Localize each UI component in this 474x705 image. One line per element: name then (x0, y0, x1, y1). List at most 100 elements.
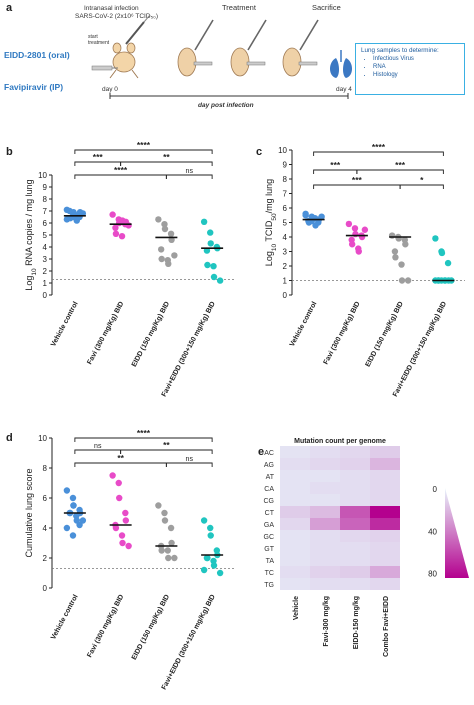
sacrifice-label: Sacrifice (312, 3, 341, 12)
comparison-bracket (74, 449, 122, 454)
significance-label: * (420, 175, 424, 185)
group-label: Favi (300 mg/Kg) BID (86, 594, 125, 659)
data-point (165, 260, 172, 267)
data-point (204, 261, 211, 269)
group-label: Favi+EIDD (300+150 mg/Kg) BID (161, 594, 217, 691)
heatmap-cell (280, 554, 310, 566)
data-point (203, 247, 211, 254)
heatmap-column-label: EIDD-150 mg/kg (353, 596, 360, 649)
lung-sample-item: RNA (373, 63, 459, 71)
axis-label-part: Log (264, 251, 274, 266)
y-tick-label: 4 (43, 524, 48, 533)
data-point (161, 517, 169, 524)
data-point (70, 209, 77, 216)
data-point (161, 509, 168, 517)
significance-label: *** (93, 152, 104, 162)
y-tick-label: 9 (283, 161, 288, 170)
heatmap-cell (280, 530, 310, 542)
comparison-bracket (313, 169, 358, 174)
group-label: Vehicle control (50, 594, 80, 641)
heatmap-cell (310, 446, 340, 458)
axis-label-part: 10 (31, 268, 38, 276)
mouse-icon-treatment-2 (230, 19, 267, 77)
data-point (109, 472, 116, 479)
data-point (70, 502, 77, 509)
comparison-bracket (399, 184, 444, 189)
y-tick-label: 8 (43, 464, 48, 473)
comparison-bracket (165, 174, 213, 179)
data-point (76, 213, 83, 221)
heatmap-cell (370, 566, 400, 578)
group-label: EIDD (150 mg/Kg) BID (365, 301, 405, 369)
y-tick-label: 0 (43, 291, 48, 300)
y-tick-label: 5 (43, 231, 48, 240)
data-point (161, 221, 168, 228)
legend-tick-label: 40 (428, 527, 437, 536)
heatmap-cell (370, 518, 400, 530)
significance-label: ** (117, 453, 124, 463)
data-point (155, 216, 162, 223)
data-point (125, 542, 132, 550)
heatmap-row-label: CG (264, 498, 275, 505)
data-point (112, 524, 120, 532)
data-point (200, 566, 208, 574)
syringe-icon-oral (91, 65, 118, 71)
data-point (119, 539, 126, 547)
axis-label-part: 50 (271, 213, 278, 221)
heatmap-cell (280, 482, 310, 494)
y-tick-label: 10 (278, 146, 287, 155)
y-tick-label: 5 (283, 219, 288, 228)
heatmap-title: Mutation count per genome (294, 438, 386, 445)
timeline-axis-label: day post infection (198, 102, 254, 109)
y-tick-label: 8 (43, 195, 48, 204)
comparison-bracket (74, 462, 167, 467)
heatmap-cell (370, 494, 400, 506)
data-point (361, 226, 369, 233)
heatmap-cell (280, 506, 310, 518)
heatmap-row-label: GA (264, 522, 274, 529)
y-tick-label: 2 (283, 262, 288, 271)
data-point (119, 217, 126, 224)
data-point (438, 249, 446, 257)
group-label: Vehicle control (289, 301, 319, 348)
start-treatment-label: start treatment (88, 34, 110, 46)
heatmap-cell (310, 542, 340, 554)
heatmap-row-label: TA (266, 558, 275, 565)
axis-label-part: 10 (271, 244, 278, 252)
data-point (122, 517, 130, 524)
heatmap-cell (370, 482, 400, 494)
heatmap-column-label: Vehicle (293, 596, 300, 620)
axis-label-part: /mg lung (264, 179, 274, 214)
data-point (109, 211, 116, 218)
panel-d-letter: d (6, 432, 13, 444)
significance-label: *** (395, 160, 406, 170)
y-tick-label: 0 (283, 291, 288, 300)
data-point (200, 218, 208, 225)
data-point (168, 236, 175, 243)
heatmap-column-label: Combo Favi+EIDD (383, 596, 390, 657)
y-axis-title: Log10 RNA copies / mg lung (24, 179, 38, 290)
data-point (391, 248, 399, 255)
heatmap-cell (340, 554, 370, 566)
heatmap-cell (340, 542, 370, 554)
y-tick-label: 6 (283, 204, 288, 213)
significance-label: ns (186, 168, 194, 175)
data-point (167, 230, 175, 237)
data-point (76, 521, 83, 529)
axis-label-part: Cumulative lung score (24, 468, 34, 557)
comparison-bracket (356, 169, 444, 174)
data-point (210, 273, 218, 281)
significance-label: ** (163, 152, 170, 162)
heatmap-cell (370, 554, 400, 566)
y-tick-label: 3 (283, 248, 288, 257)
legend-tick-label: 0 (433, 485, 438, 494)
heatmap-cell (340, 446, 370, 458)
data-point (402, 241, 409, 248)
group-label: Vehicle control (50, 301, 80, 348)
y-tick-label: 1 (283, 277, 288, 286)
experiment-timeline (91, 14, 352, 99)
heatmap-row-label: TG (264, 582, 274, 589)
data-point (155, 502, 162, 509)
y-tick-label: 2 (43, 554, 48, 563)
